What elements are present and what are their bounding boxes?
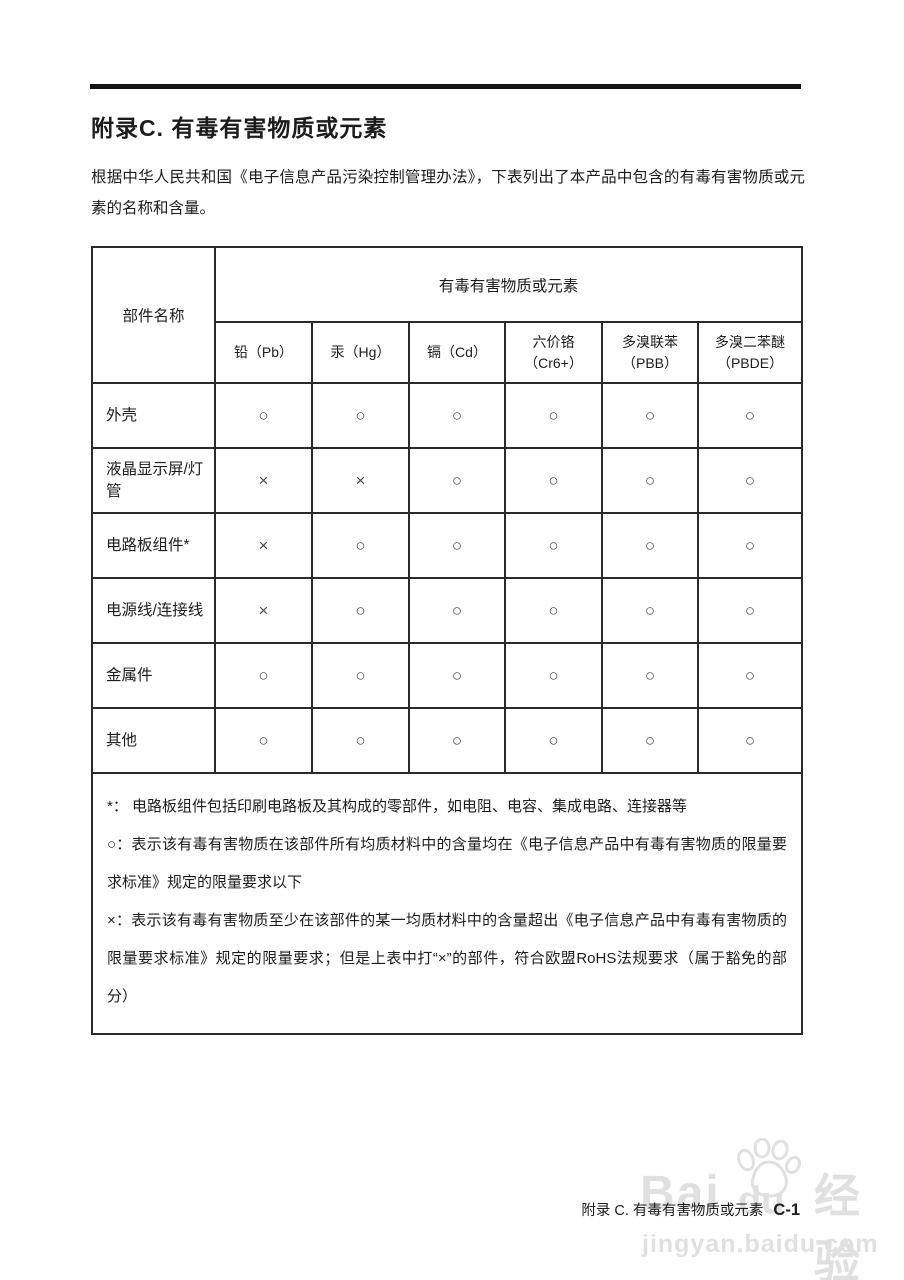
substance-mark-cell: ○ — [504, 577, 603, 644]
table-row: 液晶显示屏/灯管 × × ○ ○ ○ ○ — [91, 447, 804, 514]
substance-mark-cell: ○ — [214, 707, 313, 774]
substance-mark-cell: ○ — [311, 642, 410, 709]
column-header-line1: 铅（Pb） — [233, 344, 294, 360]
component-name-cell: 外壳 — [91, 382, 216, 449]
substance-mark-cell: ○ — [601, 382, 699, 449]
table-row: 电路板组件* × ○ ○ ○ ○ ○ — [91, 512, 804, 579]
note-asterisk: *： 电路板组件包括印刷电路板及其构成的零部件，如电阻、电容、集成电路、连接器等 — [107, 798, 688, 815]
substance-mark-cell: ○ — [696, 707, 804, 774]
table-row: 电源线/连接线 × ○ ○ ○ ○ ○ — [91, 577, 804, 644]
substance-mark-cell: ○ — [214, 382, 313, 449]
substance-mark-cell: ○ — [311, 382, 410, 449]
intro-paragraph: 根据中华人民共和国《电子信息产品污染控制管理办法》，下表列出了本产品中包含的有毒… — [91, 169, 805, 217]
substance-mark-cell: ○ — [601, 642, 699, 709]
substance-mark-cell: × — [311, 447, 410, 514]
column-header-pbde: 多溴二苯醚 （PBDE） — [696, 321, 804, 384]
page-title: 附录C. 有毒有害物质或元素 — [91, 115, 388, 141]
substance-mark-cell: ○ — [696, 512, 804, 579]
substance-mark-cell: ○ — [504, 447, 603, 514]
substance-mark-cell: ○ — [408, 382, 506, 449]
corner-header-cell: 部件名称 — [91, 246, 216, 384]
substance-mark-cell: ○ — [408, 447, 506, 514]
substance-mark-cell: ○ — [601, 447, 699, 514]
column-header-line2: （Cr6+） — [524, 354, 583, 371]
column-header-pbb: 多溴联苯 （PBB） — [601, 321, 699, 384]
substance-mark-cell: ○ — [504, 642, 603, 709]
component-name-cell: 其他 — [91, 707, 216, 774]
group-header-cell: 有毒有害物质或元素 — [213, 246, 804, 323]
substance-mark-cell: ○ — [696, 382, 804, 449]
substance-mark-cell: ○ — [601, 707, 699, 774]
footer-section-label: 附录 C. 有毒有害物质或元素 — [581, 1203, 764, 1219]
substance-mark-cell: ○ — [504, 382, 603, 449]
substance-mark-cell: ○ — [696, 447, 804, 514]
footer-page-number: C-1 — [773, 1201, 800, 1219]
baidu-jingyan-watermark: Bai du 经验 jingyan.baidu.com — [636, 1138, 904, 1280]
column-header-cd: 镉（Cd） — [408, 321, 506, 384]
column-header-line1: 多溴二苯醚 — [715, 333, 786, 350]
hazardous-substances-table: 部件名称 有毒有害物质或元素 铅（Pb） 汞（Hg） 镉（Cd） 六价铬 — [90, 246, 804, 1035]
component-name-cell: 金属件 — [91, 642, 216, 709]
column-header-line2: （PBDE） — [716, 354, 784, 371]
substance-mark-cell: ○ — [601, 577, 699, 644]
column-header-cr6: 六价铬 （Cr6+） — [504, 321, 603, 384]
substance-mark-cell: ○ — [408, 707, 506, 774]
substance-mark-cell: × — [214, 512, 313, 579]
watermark-text-bai: Bai — [640, 1167, 721, 1220]
column-header-line1: 六价铬 — [532, 333, 575, 350]
column-header-line1: 多溴联苯 — [622, 333, 678, 350]
watermark-text-jingyan: 经验 — [814, 1170, 862, 1280]
substance-mark-cell: ○ — [504, 707, 603, 774]
table-notes: *： 电路板组件包括印刷电路板及其构成的零部件，如电阻、电容、集成电路、连接器等… — [90, 772, 804, 1035]
note-circle: ○：表示该有毒有害物质在该部件所有均质材料中的含量均在《电子信息产品中有毒有害物… — [107, 836, 788, 891]
watermark-url: jingyan.baidu.com — [642, 1230, 879, 1258]
substance-mark-cell: × — [214, 447, 313, 514]
substance-mark-cell: ○ — [504, 512, 603, 579]
table-row: 金属件 ○ ○ ○ ○ ○ ○ — [91, 642, 804, 709]
substance-mark-cell: ○ — [408, 512, 506, 579]
substance-mark-cell: ○ — [696, 642, 804, 709]
table-row: 其他 ○ ○ ○ ○ ○ ○ — [91, 707, 804, 774]
substance-mark-cell: ○ — [214, 642, 313, 709]
substance-mark-cell: ○ — [408, 642, 506, 709]
header-rule — [90, 84, 801, 89]
component-name-cell: 电路板组件* — [91, 512, 216, 579]
column-header-hg: 汞（Hg） — [311, 321, 410, 384]
watermark-text-du: du — [738, 1180, 785, 1222]
component-name-cell: 液晶显示屏/灯管 — [91, 447, 216, 514]
table-row: 外壳 ○ ○ ○ ○ ○ ○ — [91, 382, 804, 449]
substance-mark-cell: ○ — [696, 577, 804, 644]
substance-mark-cell: ○ — [311, 707, 410, 774]
column-header-line1: 镉（Cd） — [427, 344, 487, 360]
substance-mark-cell: × — [214, 577, 313, 644]
component-name-cell: 电源线/连接线 — [91, 577, 216, 644]
column-header-line2: （PBB） — [621, 354, 678, 371]
substance-mark-cell: ○ — [408, 577, 506, 644]
page-footer: 附录 C. 有毒有害物质或元素 C-1 — [581, 1199, 800, 1220]
note-cross: ×：表示该有毒有害物质至少在该部件的某一均质材料中的含量超出《电子信息产品中有毒… — [107, 912, 788, 1005]
column-header-pb: 铅（Pb） — [214, 321, 313, 384]
baidu-paw-icon — [737, 1138, 802, 1198]
substance-mark-cell: ○ — [311, 577, 410, 644]
substance-mark-cell: ○ — [601, 512, 699, 579]
column-header-line1: 汞（Hg） — [330, 344, 391, 360]
substance-mark-cell: ○ — [311, 512, 410, 579]
